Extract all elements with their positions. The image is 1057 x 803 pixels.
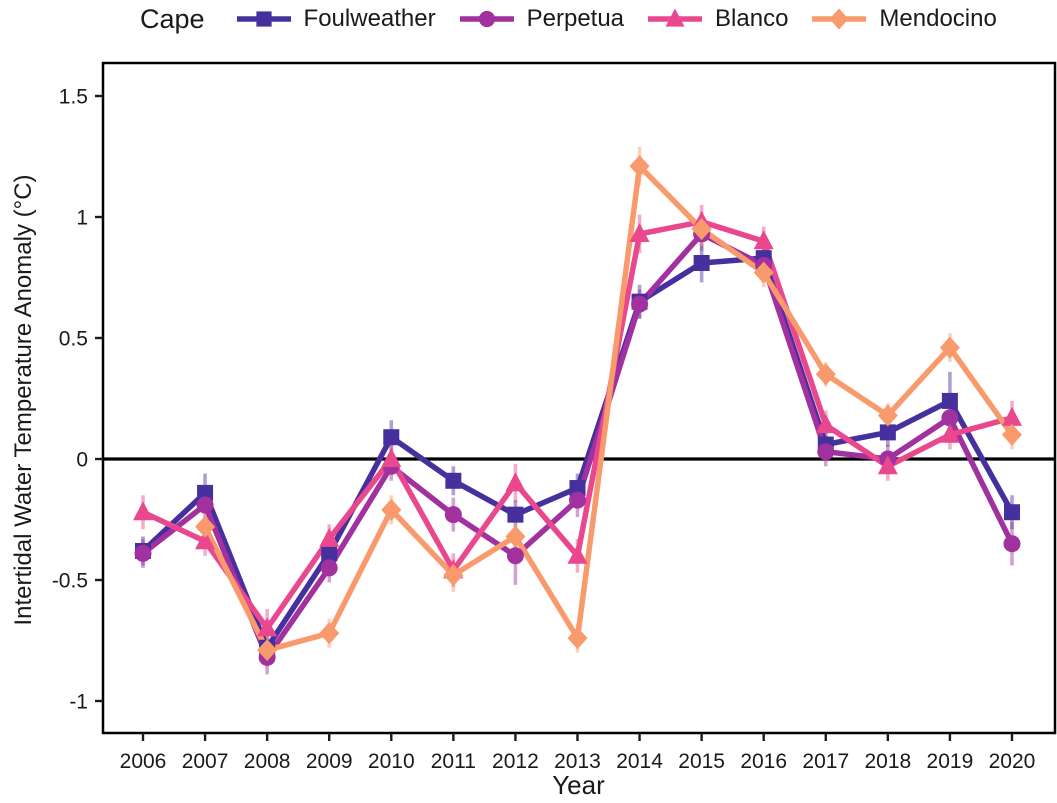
data-point-perpetua-2014	[631, 295, 649, 313]
y-tick-label: 0.5	[59, 328, 88, 351]
x-tick-label: 2008	[244, 750, 291, 773]
data-point-mendocino-2015	[691, 218, 712, 241]
data-point-mendocino-2011	[443, 564, 464, 587]
data-point-mendocino-2013	[567, 627, 588, 650]
data-point-mendocino-2016	[753, 261, 774, 284]
x-tick-label: 2012	[492, 750, 539, 773]
data-point-mendocino-2014	[629, 155, 650, 178]
data-point-mendocino-2009	[319, 622, 340, 645]
legend-label: Perpetua	[526, 5, 625, 32]
chart-legend: Cape Foulweather Perpetua Blanco Mendocino	[140, 2, 997, 36]
data-point-mendocino-2017	[815, 363, 836, 386]
legend-label: Mendocino	[879, 5, 997, 32]
data-point-perpetua-2006	[134, 544, 152, 562]
data-point-mendocino-2020	[1001, 423, 1022, 446]
x-tick-label: 2013	[554, 750, 601, 773]
series-line-mendocino	[202, 163, 1015, 653]
data-point-blanco-2009	[319, 527, 340, 547]
data-point-mendocino-2012	[505, 525, 526, 548]
data-point-foulweather-2012	[507, 506, 524, 523]
data-point-blanco-2016	[753, 230, 774, 250]
data-point-perpetua-2019	[941, 409, 959, 427]
data-point-perpetua-2012	[506, 547, 524, 565]
legend-label: Blanco	[715, 5, 789, 32]
data-point-mendocino-2010	[381, 498, 402, 521]
data-point-foulweather-2011	[445, 472, 462, 489]
data-point-blanco-2019	[939, 423, 960, 443]
y-tick-label: -0.5	[52, 570, 88, 593]
legend-item-blanco: Blanco	[646, 5, 788, 33]
data-point-blanco-2018	[877, 455, 898, 475]
data-point-foulweather-2013	[569, 480, 586, 497]
data-point-perpetua-2013	[568, 491, 586, 509]
x-axis-title: Year	[552, 770, 605, 800]
x-tick-label: 2018	[864, 750, 911, 773]
data-point-perpetua-2020	[1003, 535, 1021, 553]
data-point-foulweather-2007	[197, 484, 214, 501]
data-point-blanco-2013	[567, 544, 588, 564]
x-tick-label: 2006	[120, 750, 167, 773]
legend-key-triangle-icon	[648, 8, 703, 27]
legend-key-square-icon	[236, 11, 291, 27]
data-point-blanco-2014	[629, 222, 650, 242]
data-point-foulweather-2010	[383, 429, 400, 446]
data-point-mendocino-2018	[877, 404, 898, 427]
legend-item-foulweather: Foulweather	[235, 5, 436, 33]
data-point-perpetua-2011	[444, 506, 462, 524]
data-point-perpetua-2007	[196, 496, 214, 514]
data-point-perpetua-2009	[320, 559, 338, 577]
data-point-foulweather-2009	[321, 545, 338, 562]
data-point-blanco-2012	[505, 472, 526, 492]
data-point-blanco-2017	[815, 414, 836, 434]
data-point-blanco-2008	[257, 617, 278, 637]
data-point-mendocino-2007	[195, 515, 216, 538]
x-tick-label: 2017	[802, 750, 849, 773]
data-point-foulweather-2019	[941, 392, 958, 409]
x-tick-label: 2019	[927, 750, 974, 773]
legend-item-mendocino: Mendocino	[810, 5, 997, 33]
y-tick-label: 0	[76, 449, 88, 472]
x-tick-label: 2011	[431, 750, 476, 773]
data-point-foulweather-2020	[1003, 504, 1020, 521]
x-tick-label: 2015	[678, 750, 725, 773]
x-tick-label: 2009	[306, 750, 353, 773]
data-point-blanco-2006	[133, 501, 153, 521]
legend-label: Foulweather	[303, 5, 436, 32]
x-tick-label: 2010	[368, 750, 415, 773]
data-point-blanco-2010	[381, 448, 402, 467]
y-tick-label: -1	[69, 691, 88, 714]
data-point-foulweather-2018	[879, 424, 896, 441]
legend-title: Cape	[140, 3, 205, 34]
data-point-mendocino-2019	[939, 336, 960, 359]
x-tick-label: 2016	[740, 750, 787, 773]
x-tick-label: 2007	[182, 750, 229, 773]
data-point-blanco-2020	[1001, 406, 1022, 426]
legend-key-circle-icon	[459, 10, 514, 28]
legend-key-diamond-icon	[812, 8, 867, 30]
data-point-foulweather-2015	[693, 254, 710, 271]
x-tick-label: 2014	[616, 750, 663, 773]
y-axis-title: Intertidal Water Temperature Anomaly (°C…	[10, 174, 37, 626]
x-tick-label: 2020	[989, 750, 1036, 773]
y-tick-label: 1.5	[59, 86, 88, 109]
data-point-blanco-2007	[195, 530, 216, 550]
data-point-mendocino-2008	[257, 639, 278, 662]
y-tick-label: 1	[76, 207, 88, 230]
data-point-perpetua-2017	[817, 443, 835, 461]
legend-item-perpetua: Perpetua	[458, 5, 624, 33]
